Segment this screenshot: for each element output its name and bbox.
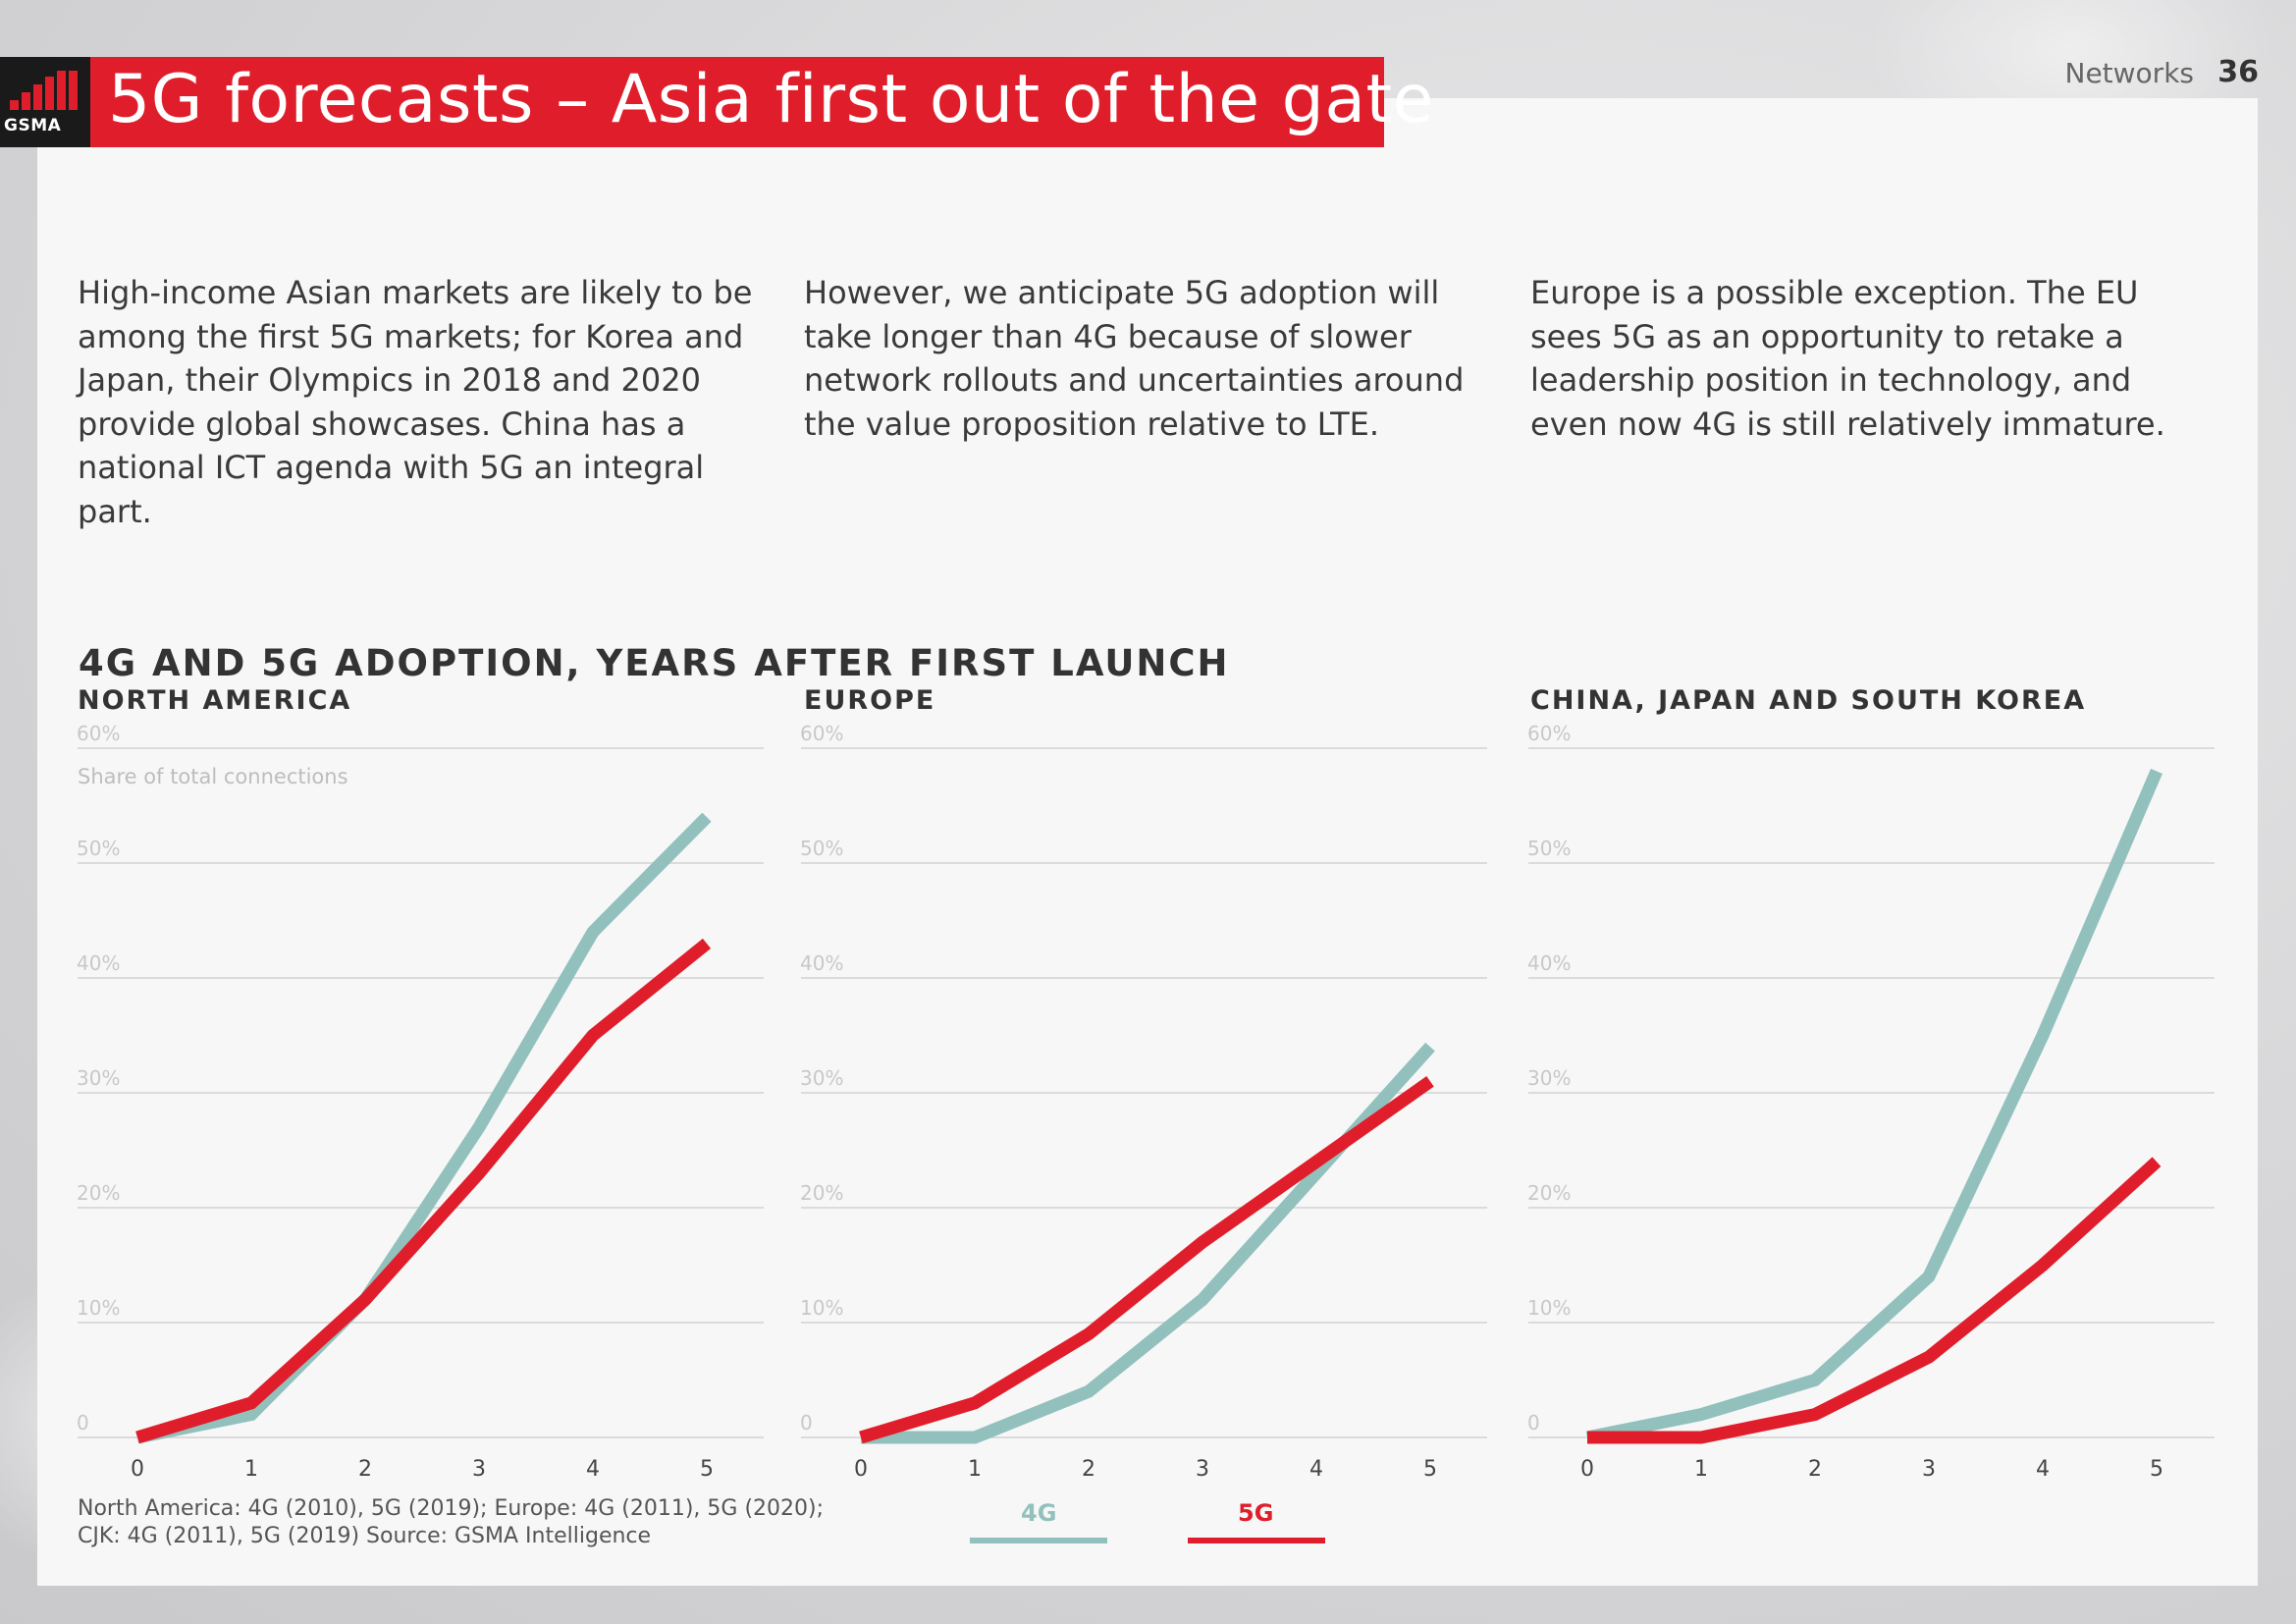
x-tick-label-cjk: 1	[1694, 1457, 1708, 1482]
logo-wordmark: GSMA	[4, 116, 62, 135]
y-tick-label-europe: 50%	[800, 837, 843, 860]
x-tick-label-cjk: 2	[1808, 1457, 1822, 1482]
y-tick-label-cjk: 50%	[1527, 837, 1571, 860]
title-bar	[90, 57, 1384, 147]
x-tick-label-north-america: 5	[700, 1457, 714, 1482]
intro-paragraph-2: However, we anticipate 5G adoption will …	[804, 274, 1465, 443]
chart-heading: 4G AND 5G ADOPTION, YEARS AFTER FIRST LA…	[79, 642, 1230, 684]
y-tick-label-europe: 0	[800, 1411, 813, 1435]
x-tick-label-europe: 2	[1082, 1457, 1095, 1482]
chart-title-europe: EUROPE	[804, 685, 936, 716]
y-tick-label-north-america: 30%	[77, 1066, 120, 1090]
y-tick-label-north-america: 0	[77, 1411, 89, 1435]
x-tick-label-cjk: 5	[2150, 1457, 2163, 1482]
y-tick-label-europe: 20%	[800, 1181, 843, 1205]
y-tick-label-europe: 30%	[800, 1066, 843, 1090]
series-line-4g-cjk	[1585, 768, 2163, 1444]
y-tick-label-cjk: 40%	[1527, 951, 1571, 975]
y-tick-label-cjk: 20%	[1527, 1181, 1571, 1205]
x-tick-label-north-america: 4	[586, 1457, 600, 1482]
source-line-1: North America: 4G (2010), 5G (2019); Eur…	[78, 1496, 825, 1521]
source-line-2: CJK: 4G (2011), 5G (2019) Source: GSMA I…	[78, 1524, 652, 1548]
legend-swatch-5g	[1188, 1538, 1325, 1543]
y-tick-label-europe: 10%	[800, 1296, 843, 1320]
source-note: North America: 4G (2010), 5G (2019); Eur…	[78, 1495, 863, 1550]
y-tick-label-north-america: 60%	[77, 722, 120, 745]
section-name: Networks	[2064, 57, 2195, 89]
intro-paragraph-3: Europe is a possible exception. The EU s…	[1530, 274, 2165, 443]
y-tick-label-north-america: 50%	[77, 837, 120, 860]
page-number: 36	[2217, 55, 2259, 89]
series-line-5g-cjk	[1587, 1157, 2162, 1444]
legend-label-4g: 4G	[1021, 1499, 1057, 1527]
x-tick-label-europe: 3	[1196, 1457, 1209, 1482]
series-line-5g-north-america	[135, 938, 712, 1444]
page-title: 5G forecasts – Asia first out of the gat…	[108, 61, 1435, 138]
x-tick-label-north-america: 3	[472, 1457, 486, 1482]
y-tick-label-europe: 40%	[800, 951, 843, 975]
y-tick-label-cjk: 0	[1527, 1411, 1540, 1435]
legend-label-5g: 5G	[1238, 1499, 1274, 1527]
y-axis-label: Share of total connections	[78, 765, 348, 788]
x-tick-label-cjk: 0	[1580, 1457, 1594, 1482]
x-tick-label-europe: 4	[1309, 1457, 1323, 1482]
chart-title-cjk: CHINA, JAPAN AND SOUTH KOREA	[1530, 685, 2087, 716]
y-tick-label-north-america: 20%	[77, 1181, 120, 1205]
x-tick-label-north-america: 2	[358, 1457, 372, 1482]
y-tick-label-cjk: 60%	[1527, 722, 1571, 745]
x-tick-label-europe: 0	[854, 1457, 868, 1482]
y-tick-label-cjk: 10%	[1527, 1296, 1571, 1320]
x-tick-label-cjk: 4	[2036, 1457, 2050, 1482]
x-tick-label-cjk: 3	[1922, 1457, 1936, 1482]
x-tick-label-europe: 5	[1423, 1457, 1437, 1482]
x-tick-label-north-america: 0	[131, 1457, 144, 1482]
y-tick-label-cjk: 30%	[1527, 1066, 1571, 1090]
series-line-4g-north-america	[135, 812, 712, 1444]
series-line-5g-europe	[859, 1075, 1434, 1444]
gsma-logo: GSMA	[0, 57, 90, 147]
intro-paragraph-1: High-income Asian markets are likely to …	[78, 274, 753, 530]
chart-title-north-america: NORTH AMERICA	[78, 685, 352, 716]
legend-swatch-4g	[970, 1538, 1107, 1543]
y-tick-label-north-america: 40%	[77, 951, 120, 975]
x-tick-label-europe: 1	[968, 1457, 982, 1482]
x-tick-label-north-america: 1	[244, 1457, 258, 1482]
y-tick-label-europe: 60%	[800, 722, 843, 745]
series-line-4g-europe	[861, 1042, 1435, 1444]
y-tick-label-north-america: 10%	[77, 1296, 120, 1320]
